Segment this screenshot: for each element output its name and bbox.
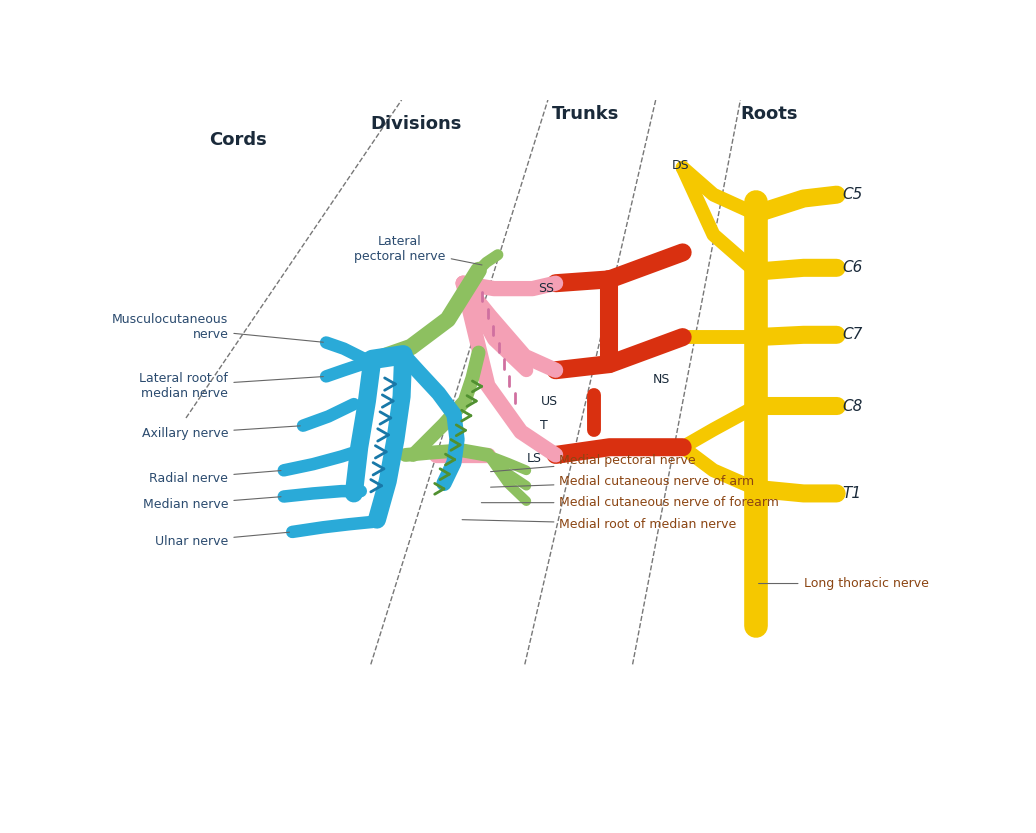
Text: Medial cutaneous nerve of forearm: Medial cutaneous nerve of forearm — [482, 496, 779, 509]
Text: DS: DS — [671, 159, 689, 172]
Text: T: T — [540, 419, 548, 432]
Text: Ulnar nerve: Ulnar nerve — [155, 532, 289, 547]
Text: Radial nerve: Radial nerve — [149, 471, 281, 485]
Text: C7: C7 — [842, 327, 862, 342]
Text: Axillary nerve: Axillary nerve — [142, 426, 300, 440]
Text: Median nerve: Median nerve — [143, 496, 281, 511]
Text: Cords: Cords — [209, 131, 267, 148]
Text: Medial root of median nerve: Medial root of median nerve — [462, 518, 737, 531]
Text: US: US — [541, 395, 558, 407]
Text: Trunks: Trunks — [552, 105, 620, 123]
Text: Lateral
pectoral nerve: Lateral pectoral nerve — [354, 235, 482, 265]
Text: Medial pectoral nerve: Medial pectoral nerve — [491, 454, 696, 471]
Text: Medial cutaneous nerve of arm: Medial cutaneous nerve of arm — [491, 475, 754, 487]
Text: NS: NS — [653, 373, 670, 386]
Text: Roots: Roots — [741, 105, 798, 123]
Text: C6: C6 — [842, 261, 862, 276]
Text: Lateral root of
median nerve: Lateral root of median nerve — [140, 372, 323, 400]
Text: T1: T1 — [842, 486, 861, 501]
Text: C5: C5 — [842, 187, 862, 202]
Text: SS: SS — [539, 282, 554, 295]
Text: C8: C8 — [842, 399, 862, 414]
Text: Long thoracic nerve: Long thoracic nerve — [758, 577, 928, 590]
Text: Musculocutaneous
nerve: Musculocutaneous nerve — [112, 313, 323, 342]
Text: LS: LS — [526, 451, 542, 465]
Text: Divisions: Divisions — [371, 115, 462, 133]
